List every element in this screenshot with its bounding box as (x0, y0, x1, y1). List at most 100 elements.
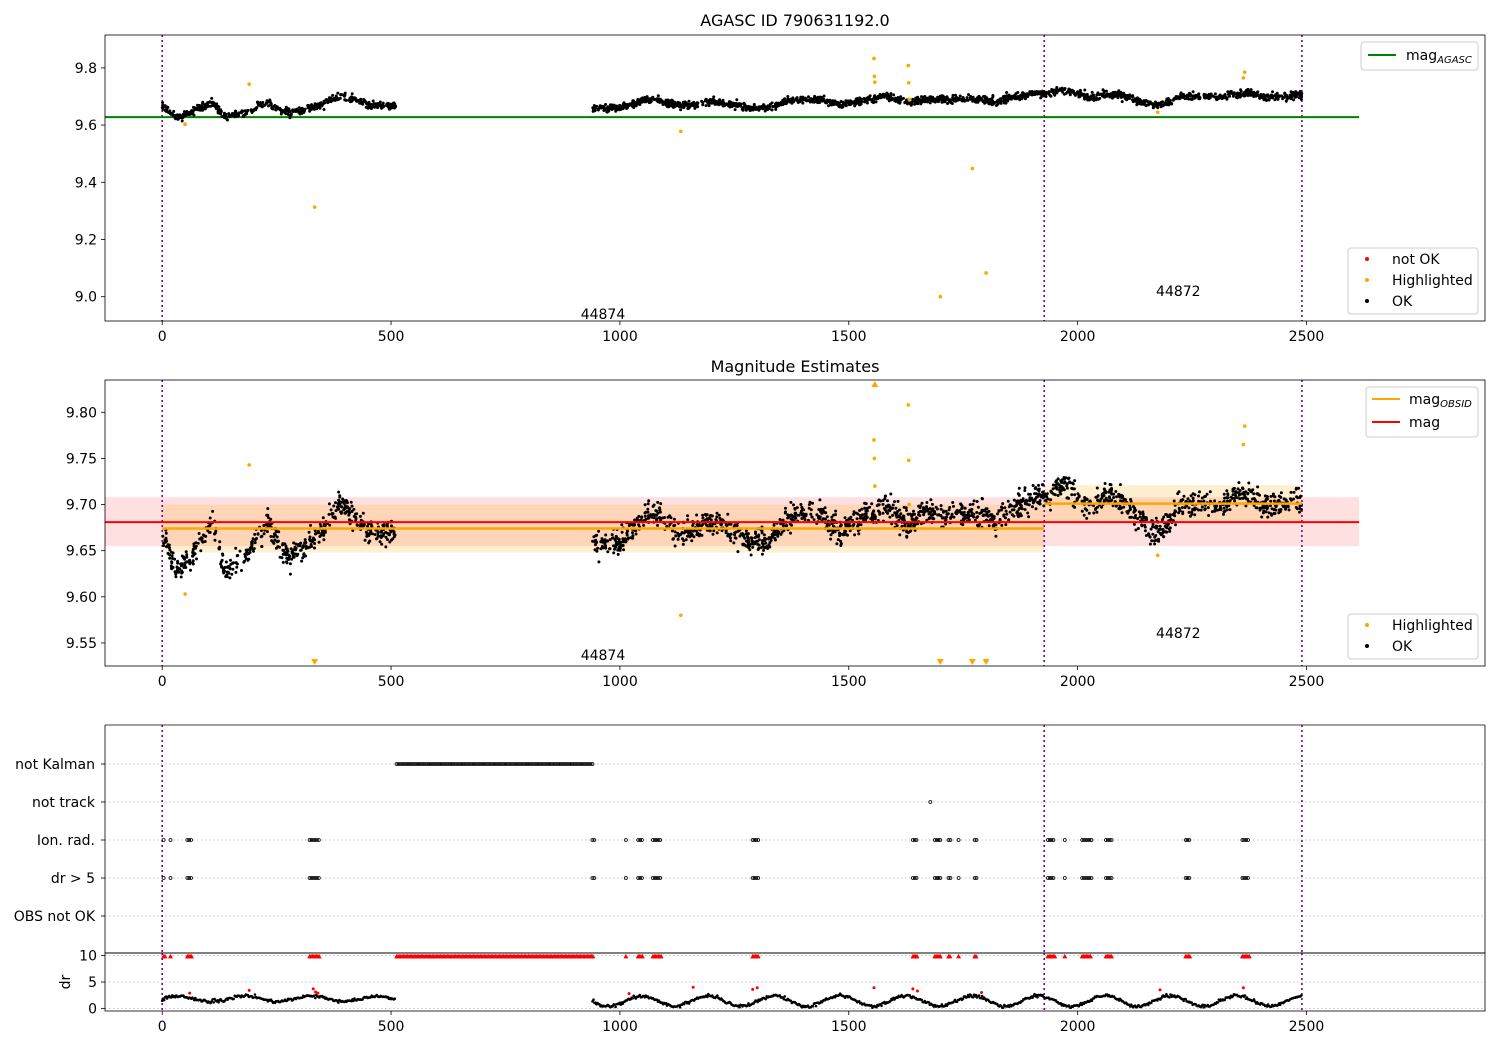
ok-point (208, 516, 212, 520)
ok-point (376, 530, 380, 534)
highlighted-point (183, 592, 187, 596)
ok-point (790, 101, 794, 105)
ok-point (751, 108, 755, 112)
ok-point (767, 543, 771, 547)
ok-point (668, 99, 671, 103)
ok-point (326, 100, 330, 104)
ok-point (816, 100, 820, 104)
ok-point (274, 530, 278, 534)
ok-point (1005, 91, 1009, 94)
ok-point (959, 97, 963, 101)
ok-point (1291, 90, 1295, 94)
ok-point (927, 516, 931, 520)
ok-point (1041, 483, 1045, 487)
ok-point (170, 567, 174, 571)
ok-point (1233, 496, 1237, 500)
ok-point (1168, 513, 1172, 517)
ok-point (922, 513, 926, 517)
ok-point (820, 511, 824, 515)
ok-point (1007, 518, 1011, 522)
ok-point (262, 532, 266, 536)
ok-point (620, 523, 624, 527)
ok-point (974, 100, 977, 104)
ok-point (267, 104, 270, 108)
ok-point (1080, 509, 1084, 513)
ok-point (1153, 542, 1157, 546)
ok-point (271, 540, 275, 544)
ok-point (236, 554, 240, 557)
ok-point (1248, 93, 1252, 97)
ok-point (689, 103, 693, 107)
ok-point (603, 107, 606, 111)
flag-category-label: OBS not OK (14, 909, 96, 925)
ok-point (1168, 529, 1172, 533)
highlighted-point (907, 97, 911, 102)
ok-point (237, 111, 241, 115)
ok-point (818, 515, 822, 519)
ok-point (1202, 499, 1206, 503)
highlighted-point (906, 403, 911, 407)
ok-point (309, 543, 313, 546)
ok-point (1276, 97, 1280, 101)
ok-point (1191, 499, 1195, 503)
ok-point (829, 537, 833, 541)
ok-point (234, 546, 238, 550)
ok-point (795, 98, 799, 102)
highlighted-point (970, 166, 975, 171)
ok-point (915, 516, 919, 520)
ok-point (632, 103, 636, 107)
ok-point (318, 535, 322, 538)
ok-point (1269, 512, 1273, 516)
ok-point (1218, 93, 1222, 97)
ok-point (269, 101, 273, 105)
ok-point (616, 552, 620, 556)
ok-point (265, 99, 269, 103)
ok-point (802, 98, 806, 102)
ok-point (183, 561, 187, 565)
ok-point (868, 505, 872, 509)
ok-point (1147, 533, 1151, 537)
ok-point (739, 104, 743, 108)
ok-point (823, 517, 827, 521)
ok-point (1017, 95, 1021, 99)
ok-point (803, 518, 807, 522)
ok-point (1020, 500, 1023, 504)
ok-point (1254, 506, 1258, 510)
ok-point (1065, 496, 1069, 500)
ok-point (211, 509, 215, 513)
ok-point (195, 108, 199, 112)
ok-point (1186, 497, 1190, 501)
ok-point (1025, 499, 1029, 503)
ok-point (827, 104, 830, 108)
ok-point (1165, 513, 1169, 517)
ok-point (317, 531, 321, 535)
ok-point (1154, 526, 1158, 530)
ok-point (1083, 97, 1087, 101)
ok-point (708, 100, 712, 104)
ok-point (596, 546, 600, 550)
ok-point (630, 523, 634, 527)
ok-point (170, 111, 174, 115)
ok-point (1235, 91, 1239, 95)
ok-point (1008, 510, 1012, 514)
ok-point (1140, 524, 1144, 528)
ok-point (776, 533, 779, 537)
ok-point (334, 94, 338, 98)
ok-point (762, 533, 766, 537)
ok-point (388, 540, 392, 544)
ok-point (814, 96, 817, 100)
ok-point (253, 541, 257, 545)
ok-point (1001, 502, 1005, 506)
ok-point (910, 100, 914, 104)
ok-point (772, 523, 776, 527)
ok-point (1017, 486, 1021, 490)
ok-point (1071, 482, 1075, 486)
ok-point (1223, 496, 1227, 500)
ok-point (837, 531, 841, 535)
y-tick-label: 9.80 (66, 405, 97, 421)
ok-point (1100, 493, 1104, 497)
ok-point (173, 570, 177, 574)
ok-point (769, 538, 773, 542)
ok-point (1110, 498, 1114, 502)
